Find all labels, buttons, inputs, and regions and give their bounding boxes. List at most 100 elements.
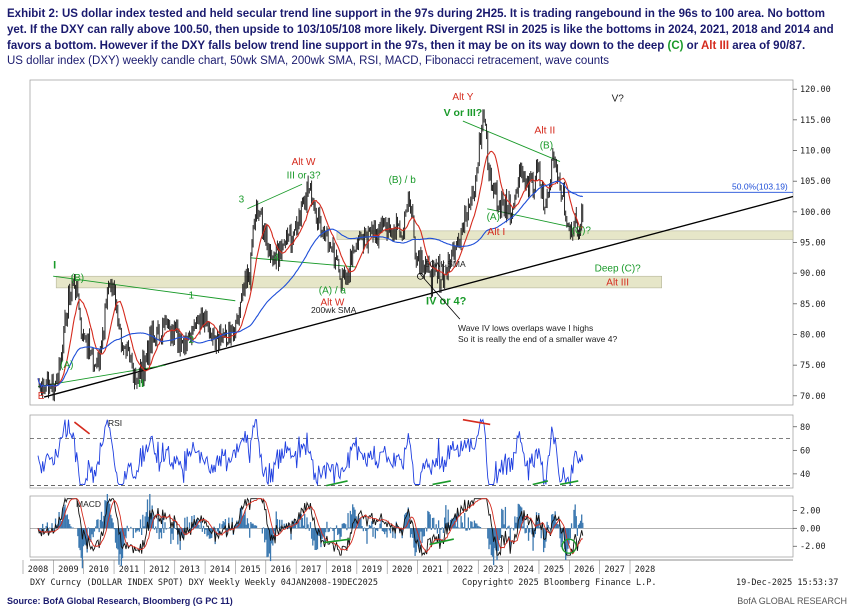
macd-divergence-bull — [323, 538, 351, 544]
wave-label: IV or 4? — [426, 295, 467, 307]
footer-copyright: Copyright© 2025 Bloomberg Finance L.P. — [462, 578, 657, 588]
wave-label: Alt II — [534, 124, 555, 136]
price-y-tick-label: 70.00 — [800, 392, 826, 402]
brand-label: BofA GLOBAL RESEARCH — [737, 596, 847, 606]
footer-series-info: DXY Curncy (DOLLAR INDEX SPOT) DXY Weekl… — [30, 578, 378, 588]
wave-label: Alt I — [487, 226, 505, 238]
rsi-divergence-bear — [462, 418, 491, 426]
title-part-0: Exhibit 2: US dollar index tested and he… — [7, 8, 834, 52]
wave-label: 4 — [273, 252, 279, 263]
chart-title: Exhibit 2: US dollar index tested and he… — [7, 6, 847, 54]
x-tick-label: 2024 — [513, 565, 533, 575]
macd-y-tick-label: 2.00 — [800, 506, 820, 516]
footer-timestamp: 19-Dec-2025 15:53:37 — [736, 578, 839, 588]
wave-label: Alt W — [292, 157, 316, 168]
price-candles — [38, 109, 584, 402]
x-tick-label: 2011 — [119, 565, 139, 575]
annotation-target — [417, 272, 424, 280]
macd-y-tick-label: -2.00 — [800, 542, 826, 552]
title-part-1: (C) — [667, 40, 684, 52]
price-y-tick-label: 85.00 — [800, 300, 826, 310]
wave-label: I — [53, 259, 56, 271]
sma200-line — [37, 180, 583, 388]
macd-panel-frame — [29, 495, 794, 558]
price-y-tick-label: 120.00 — [800, 85, 831, 95]
wave-label: E — [38, 391, 45, 402]
x-tick-label: 2016 — [271, 565, 291, 575]
fib-label: 50.0%(103.19) — [732, 181, 788, 191]
rsi-title: RSI — [108, 418, 122, 428]
support-band-lower — [55, 275, 662, 289]
macd-title: MACD — [76, 499, 101, 509]
x-tick-label: 2020 — [392, 565, 412, 575]
macd-signal-line — [37, 498, 583, 555]
x-tick-label: 2028 — [635, 565, 655, 575]
sma50-line — [37, 150, 583, 388]
title-part-3: Alt III — [700, 40, 730, 52]
macd-histogram — [38, 493, 584, 569]
x-tick-label: 2019 — [362, 565, 382, 575]
price-y-tick-label: 105.00 — [800, 177, 831, 187]
chart-header: Exhibit 2: US dollar index tested and he… — [7, 6, 847, 69]
wave-label: V or III? — [444, 107, 483, 119]
support-band-upper — [336, 230, 794, 240]
macd-divergence-bull — [429, 538, 454, 546]
x-tick-label: 2026 — [574, 565, 594, 575]
secular-trend-line — [43, 195, 794, 398]
title-part-4: area of 90/87. — [729, 40, 806, 52]
wave-label: II — [138, 378, 144, 390]
wave-label: (A) / a — [319, 285, 347, 296]
wave-label: (A) — [487, 212, 500, 223]
wave-label: Alt W — [320, 298, 344, 309]
wave-line-i-b — [53, 275, 236, 302]
price-y-tick-label: 80.00 — [800, 330, 826, 340]
wave-line-alty-altii — [462, 120, 561, 162]
rsi-line — [37, 418, 584, 487]
rsi-panel-frame — [29, 414, 794, 489]
x-tick-label: 2023 — [483, 565, 503, 575]
wave-label: 2 — [188, 335, 194, 346]
x-tick-label: 2021 — [422, 565, 442, 575]
x-tick-label: 2017 — [301, 565, 321, 575]
price-y-tick-label: 100.00 — [800, 208, 831, 218]
rsi-divergence-bull — [432, 480, 451, 486]
wave-label: Deep (C)? — [595, 263, 642, 274]
wave-label: V? — [612, 93, 625, 104]
wave-label: Alt Y — [452, 92, 473, 103]
wave-label: Alt III — [606, 277, 629, 288]
rsi-divergence-bull — [559, 480, 579, 486]
macd-bottom-circle — [561, 538, 577, 554]
price-y-tick-label: 115.00 — [800, 116, 831, 126]
wave-label: III or 3? — [287, 171, 321, 182]
wave-label: 1 — [188, 290, 194, 301]
source-note: Source: BofA Global Research, Bloomberg … — [7, 596, 233, 606]
x-tick-label: 2009 — [58, 565, 78, 575]
rsi-y-tick-label: 60 — [800, 446, 810, 456]
x-tick-label: 2010 — [88, 565, 108, 575]
wave-line-4 — [250, 257, 357, 268]
x-tick-label: 2027 — [604, 565, 624, 575]
x-tick-label: 2014 — [210, 565, 230, 575]
annotation-line-1: Wave IV lows overlaps wave I highs — [458, 323, 593, 333]
rsi-y-tick-label: 80 — [800, 423, 810, 433]
price-y-tick-label: 110.00 — [800, 147, 831, 157]
rsi-divergence-bear — [73, 421, 91, 435]
annotation-line-2: So it is really the end of a smaller wav… — [458, 334, 617, 344]
wave-label: 3 — [239, 195, 245, 206]
rsi-divergence-bull — [326, 480, 348, 487]
price-panel-frame — [29, 79, 794, 406]
x-tick-label: 2008 — [28, 565, 48, 575]
x-tick-label: 2025 — [544, 565, 564, 575]
price-y-tick-label: 95.00 — [800, 239, 826, 249]
wave-label: (C)? — [572, 225, 592, 236]
price-y-tick-label: 75.00 — [800, 361, 826, 371]
rsi-y-tick-label: 40 — [800, 470, 810, 480]
annotation-pointer — [420, 274, 461, 320]
x-tick-label: 2012 — [149, 565, 169, 575]
wave-line-a-c — [487, 208, 573, 228]
title-part-2: or — [683, 40, 701, 52]
x-tick-label: 2013 — [180, 565, 200, 575]
wave-label: (B) / b — [389, 175, 417, 186]
rsi-divergence-bull — [532, 480, 549, 486]
